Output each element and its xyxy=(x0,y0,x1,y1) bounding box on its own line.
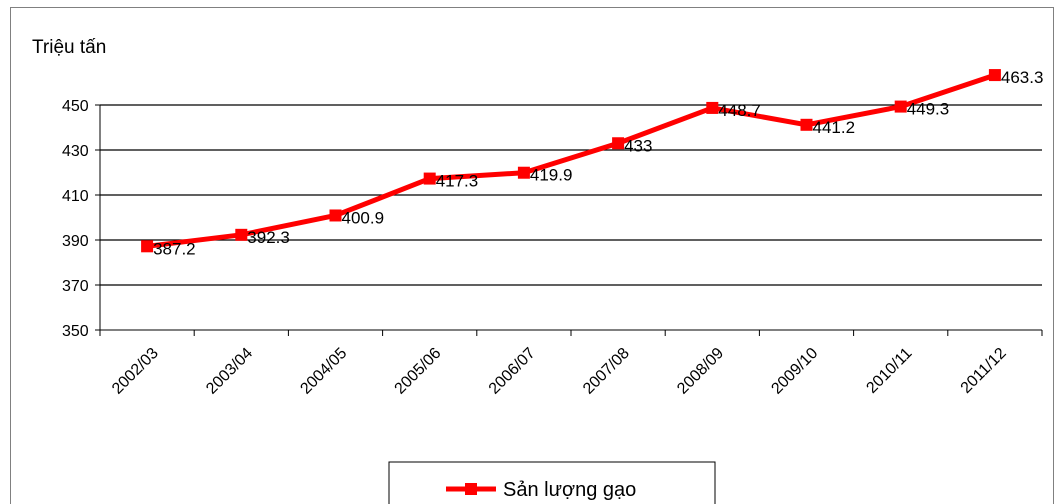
data-label: 417.3 xyxy=(436,172,479,191)
series-line xyxy=(146,72,996,249)
x-tick-label: 2008/09 xyxy=(674,345,727,398)
data-label: 433 xyxy=(624,136,652,155)
data-label: 448.7 xyxy=(718,101,761,120)
y-tick-label: 410 xyxy=(62,188,89,205)
data-point-marker xyxy=(423,172,436,185)
data-label: 419.9 xyxy=(530,166,573,185)
data-point-marker xyxy=(894,100,907,113)
data-point-marker xyxy=(612,137,625,150)
data-point-marker xyxy=(706,101,719,114)
x-tick-label: 2003/04 xyxy=(203,345,256,398)
x-tick-label: 2009/10 xyxy=(768,345,821,398)
legend-box xyxy=(388,461,716,504)
data-point-marker xyxy=(141,240,154,253)
y-tick-label: 370 xyxy=(62,278,89,295)
data-label: 463.3 xyxy=(1001,68,1044,87)
x-ticks: 2002/03 2003/04 2004/05 2005/06 2006/07 2007/… xyxy=(99,330,1043,398)
data-point-marker xyxy=(517,166,530,179)
x-tick-label: 2005/06 xyxy=(392,345,445,398)
data-label: 400.9 xyxy=(342,208,385,227)
x-tick-label: 2002/03 xyxy=(109,345,162,398)
chart-frame xyxy=(10,7,1054,504)
y-tick-label: 450 xyxy=(62,98,89,115)
y-tick-label: 430 xyxy=(62,143,89,160)
data-labels: 387.2 392.3 400.9 417.3 419.9 433 448.7 441.2 44… xyxy=(153,68,1043,258)
y-axis-title: Triệu tấn xyxy=(32,37,106,58)
data-label: 387.2 xyxy=(153,239,196,258)
legend-marker-swatch xyxy=(465,483,477,495)
y-tick-label: 390 xyxy=(62,233,89,250)
data-label: 441.2 xyxy=(813,118,856,137)
gridlines xyxy=(100,104,1042,286)
x-tick-label: 2006/07 xyxy=(486,345,539,398)
x-tick-label: 2011/12 xyxy=(958,345,1010,397)
data-point-marker xyxy=(800,118,813,131)
x-tick-label: 2007/08 xyxy=(580,345,633,398)
data-point-marker xyxy=(988,69,1001,82)
legend-label: Sản lượng gạo xyxy=(503,479,636,501)
y-tick-label: 350 xyxy=(62,323,89,340)
legend: Sản lượng gạo xyxy=(388,461,716,504)
x-tick-label: 2004/05 xyxy=(297,345,350,398)
data-label: 449.3 xyxy=(907,100,950,119)
y-ticks: 350 370 390 410 430 450 xyxy=(62,98,100,340)
data-label: 392.3 xyxy=(247,228,290,247)
x-tick-label: 2010/11 xyxy=(863,345,915,397)
series-layer xyxy=(141,69,1001,253)
data-point-marker xyxy=(329,209,342,222)
data-point-marker xyxy=(235,228,248,241)
